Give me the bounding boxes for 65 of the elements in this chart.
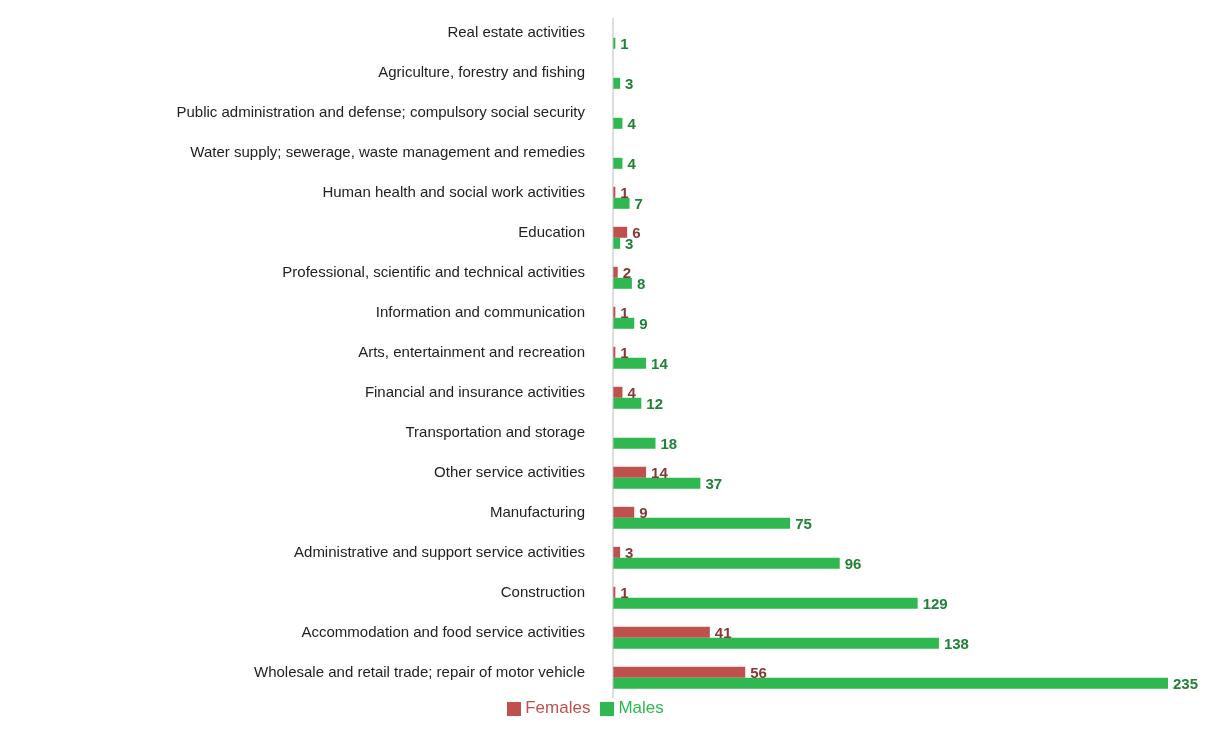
bar [613,506,635,518]
bar [613,466,647,478]
bar [613,397,642,409]
bar [613,677,1168,689]
y-tick-label: Construction [500,583,585,601]
bar [613,477,701,489]
bar [613,597,918,609]
data-label: 4 [627,114,637,132]
data-label: 4 [627,154,637,172]
data-label: 14 [651,463,669,481]
bar [613,666,746,678]
data-label: 1 [620,34,629,52]
data-label: 1 [620,303,629,321]
data-label: 41 [714,623,732,641]
y-tick-label: Manufacturing [489,503,585,521]
data-label: 56 [750,663,767,681]
data-label: 7 [634,194,643,212]
y-tick-label: Other service activities [434,463,585,481]
y-tick-label: Real estate activities [447,23,585,41]
bar [613,557,840,569]
data-label: 12 [646,394,664,412]
data-label: 235 [1173,674,1199,692]
data-label: 37 [705,474,723,492]
bar [613,637,939,649]
legend-label: Males [618,698,664,717]
data-label: 1 [620,583,629,601]
bar [613,517,791,529]
y-tick-label: Water supply; sewerage, waste management and remedies [190,143,585,161]
y-tick-label: Education [518,223,585,241]
data-label: 6 [632,223,641,241]
data-label: 1 [620,183,629,201]
bar [613,626,710,638]
data-label: 9 [639,503,648,521]
bar [613,277,632,289]
legend-label: Females [525,698,591,717]
bar [613,357,647,369]
data-label: 2 [622,263,632,281]
y-tick-label: Wholesale and retail trade; repair of motor vehicle [254,663,585,681]
y-tick-label: Financial and insurance activities [364,383,585,401]
data-label: 8 [636,274,646,292]
y-tick-label: Information and communication [375,303,585,321]
data-label: 4 [627,383,637,401]
data-label: 3 [625,74,634,92]
data-label: 138 [943,634,969,652]
y-tick-label: Human health and social work activities [322,183,585,201]
y-tick-label: Public administration and defense; compulsory social security [176,103,586,121]
y-tick-label: Arts, entertainment and recreation [358,343,585,361]
data-label: 3 [625,234,634,252]
y-tick-label: Administrative and support service activities [294,543,585,561]
data-label: 18 [660,434,678,452]
bar [613,437,656,449]
data-label: 9 [639,314,648,332]
data-label: 75 [795,514,812,532]
y-tick-label: Transportation and storage [405,423,585,441]
data-label: 3 [625,543,634,561]
y-tick-label: Agriculture, forestry and fishing [378,63,585,81]
data-label: 129 [922,594,948,612]
data-label: 14 [651,354,669,372]
y-tick-label: Professional, scientific and technical activities [282,263,585,281]
data-label: 96 [844,554,862,572]
y-tick-label: Accommodation and food service activities [301,623,585,641]
bar [613,317,635,329]
bar [613,226,628,238]
bar [613,197,630,209]
data-label: 1 [620,343,629,361]
